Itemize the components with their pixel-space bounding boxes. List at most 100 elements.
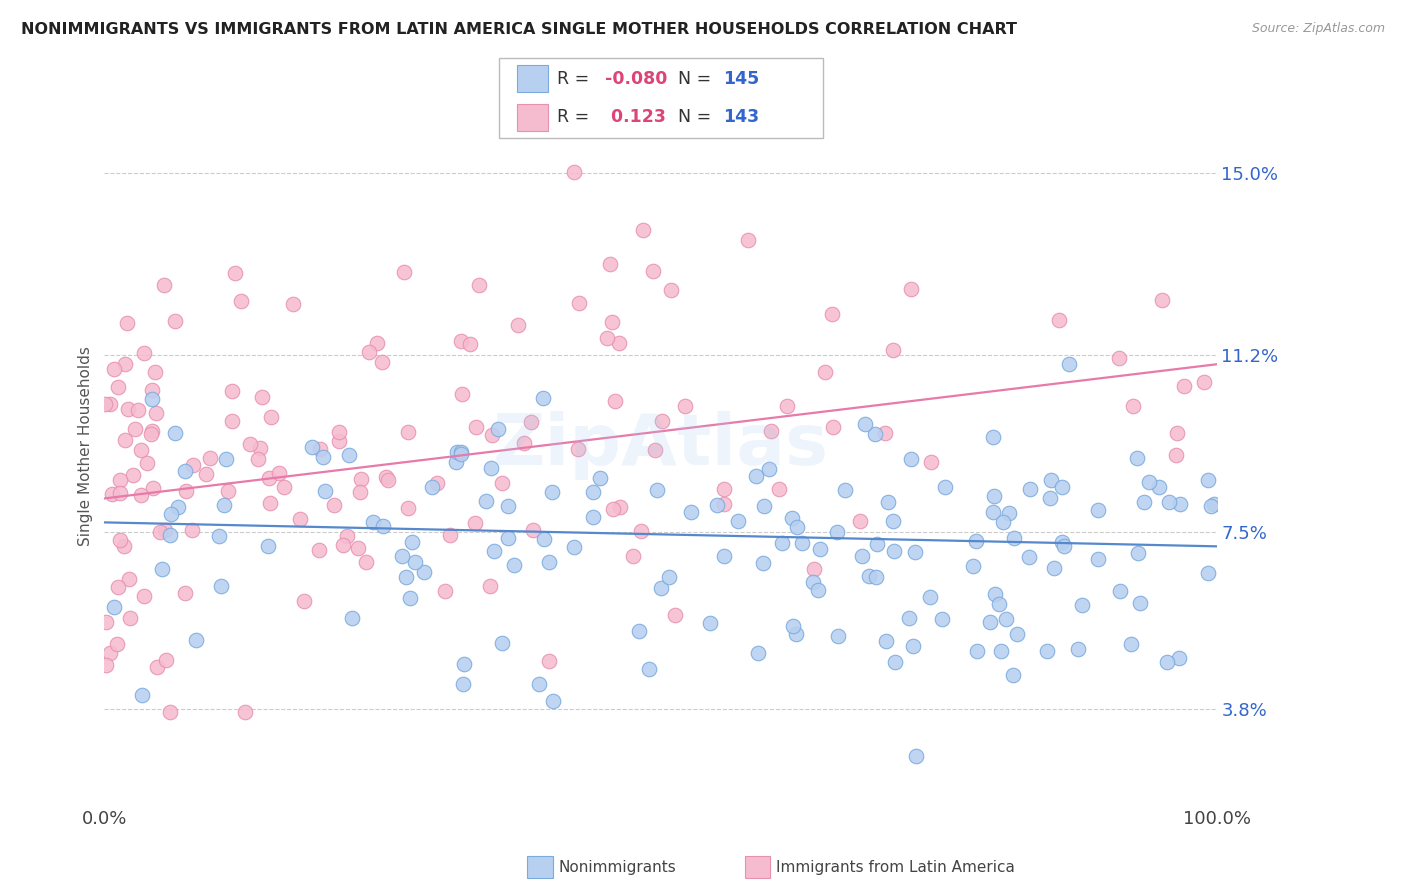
Point: [173, 585, 195, 599]
Point: [1052, 480, 1074, 494]
Point: [484, 544, 506, 558]
Point: [136, 456, 159, 470]
Point: [181, 523, 204, 537]
Point: [900, 451, 922, 466]
Point: [706, 498, 728, 512]
Point: [239, 436, 262, 450]
Text: N =: N =: [678, 109, 717, 127]
Point: [146, 660, 169, 674]
Point: [602, 501, 624, 516]
Point: [149, 524, 172, 539]
Point: [602, 315, 624, 329]
Point: [337, 449, 360, 463]
Point: [257, 471, 280, 485]
Point: [221, 414, 243, 428]
Point: [599, 256, 621, 270]
Point: [562, 540, 585, 554]
Point: [131, 688, 153, 702]
Point: [581, 485, 603, 500]
Point: [737, 233, 759, 247]
Point: [129, 488, 152, 502]
Point: [404, 555, 426, 569]
Point: [159, 528, 181, 542]
Point: [439, 527, 461, 541]
Y-axis label: Single Mother Households: Single Mother Households: [79, 346, 93, 546]
Point: [801, 574, 824, 589]
Point: [260, 410, 283, 425]
Point: [875, 633, 897, 648]
Point: [821, 308, 844, 322]
Point: [758, 462, 780, 476]
Point: [221, 384, 243, 398]
Point: [502, 558, 524, 573]
Point: [983, 489, 1005, 503]
Point: [513, 435, 536, 450]
Point: [354, 556, 377, 570]
Point: [465, 420, 488, 434]
Point: [1042, 560, 1064, 574]
Point: [1166, 425, 1188, 440]
Point: [166, 500, 188, 515]
Point: [904, 749, 927, 764]
Text: 0.123: 0.123: [605, 109, 665, 127]
Point: [934, 480, 956, 494]
Point: [301, 440, 323, 454]
Point: [605, 393, 627, 408]
Point: [1002, 532, 1025, 546]
Point: [1164, 448, 1187, 462]
Point: [987, 597, 1010, 611]
Point: [105, 637, 128, 651]
Point: [453, 657, 475, 671]
Point: [673, 399, 696, 413]
Point: [897, 611, 920, 625]
Point: [1109, 584, 1132, 599]
Point: [141, 425, 163, 439]
Point: [562, 165, 585, 179]
Point: [882, 514, 904, 528]
Point: [159, 706, 181, 720]
Point: [120, 610, 142, 624]
Point: [1087, 552, 1109, 566]
Point: [392, 265, 415, 279]
Point: [186, 632, 208, 647]
Point: [233, 705, 256, 719]
Point: [163, 313, 186, 327]
Point: [638, 662, 661, 676]
Point: [108, 533, 131, 548]
Point: [659, 283, 682, 297]
Point: [1199, 499, 1222, 513]
Point: [215, 452, 238, 467]
Point: [1119, 636, 1142, 650]
Text: Nonimmigrants: Nonimmigrants: [558, 860, 676, 874]
Point: [529, 676, 551, 690]
Point: [94, 397, 117, 411]
Point: [108, 473, 131, 487]
Point: [195, 467, 218, 481]
Point: [1019, 482, 1042, 496]
Point: [1137, 475, 1160, 490]
Point: [681, 505, 703, 519]
Point: [537, 654, 560, 668]
Point: [1001, 668, 1024, 682]
Text: R =: R =: [557, 70, 595, 87]
Point: [588, 470, 610, 484]
Point: [450, 447, 472, 461]
Point: [163, 425, 186, 440]
Point: [377, 473, 399, 487]
Point: [446, 445, 468, 459]
Point: [141, 383, 163, 397]
Point: [94, 657, 117, 672]
Point: [1159, 495, 1181, 509]
Text: Source: ZipAtlas.com: Source: ZipAtlas.com: [1251, 22, 1385, 36]
Point: [257, 539, 280, 553]
Text: R =: R =: [557, 109, 595, 127]
Point: [214, 498, 236, 512]
Point: [1147, 480, 1170, 494]
Point: [1126, 451, 1149, 466]
Point: [132, 346, 155, 360]
Point: [1122, 399, 1144, 413]
Point: [231, 293, 253, 308]
Point: [103, 599, 125, 614]
Point: [582, 510, 605, 524]
Point: [467, 278, 489, 293]
